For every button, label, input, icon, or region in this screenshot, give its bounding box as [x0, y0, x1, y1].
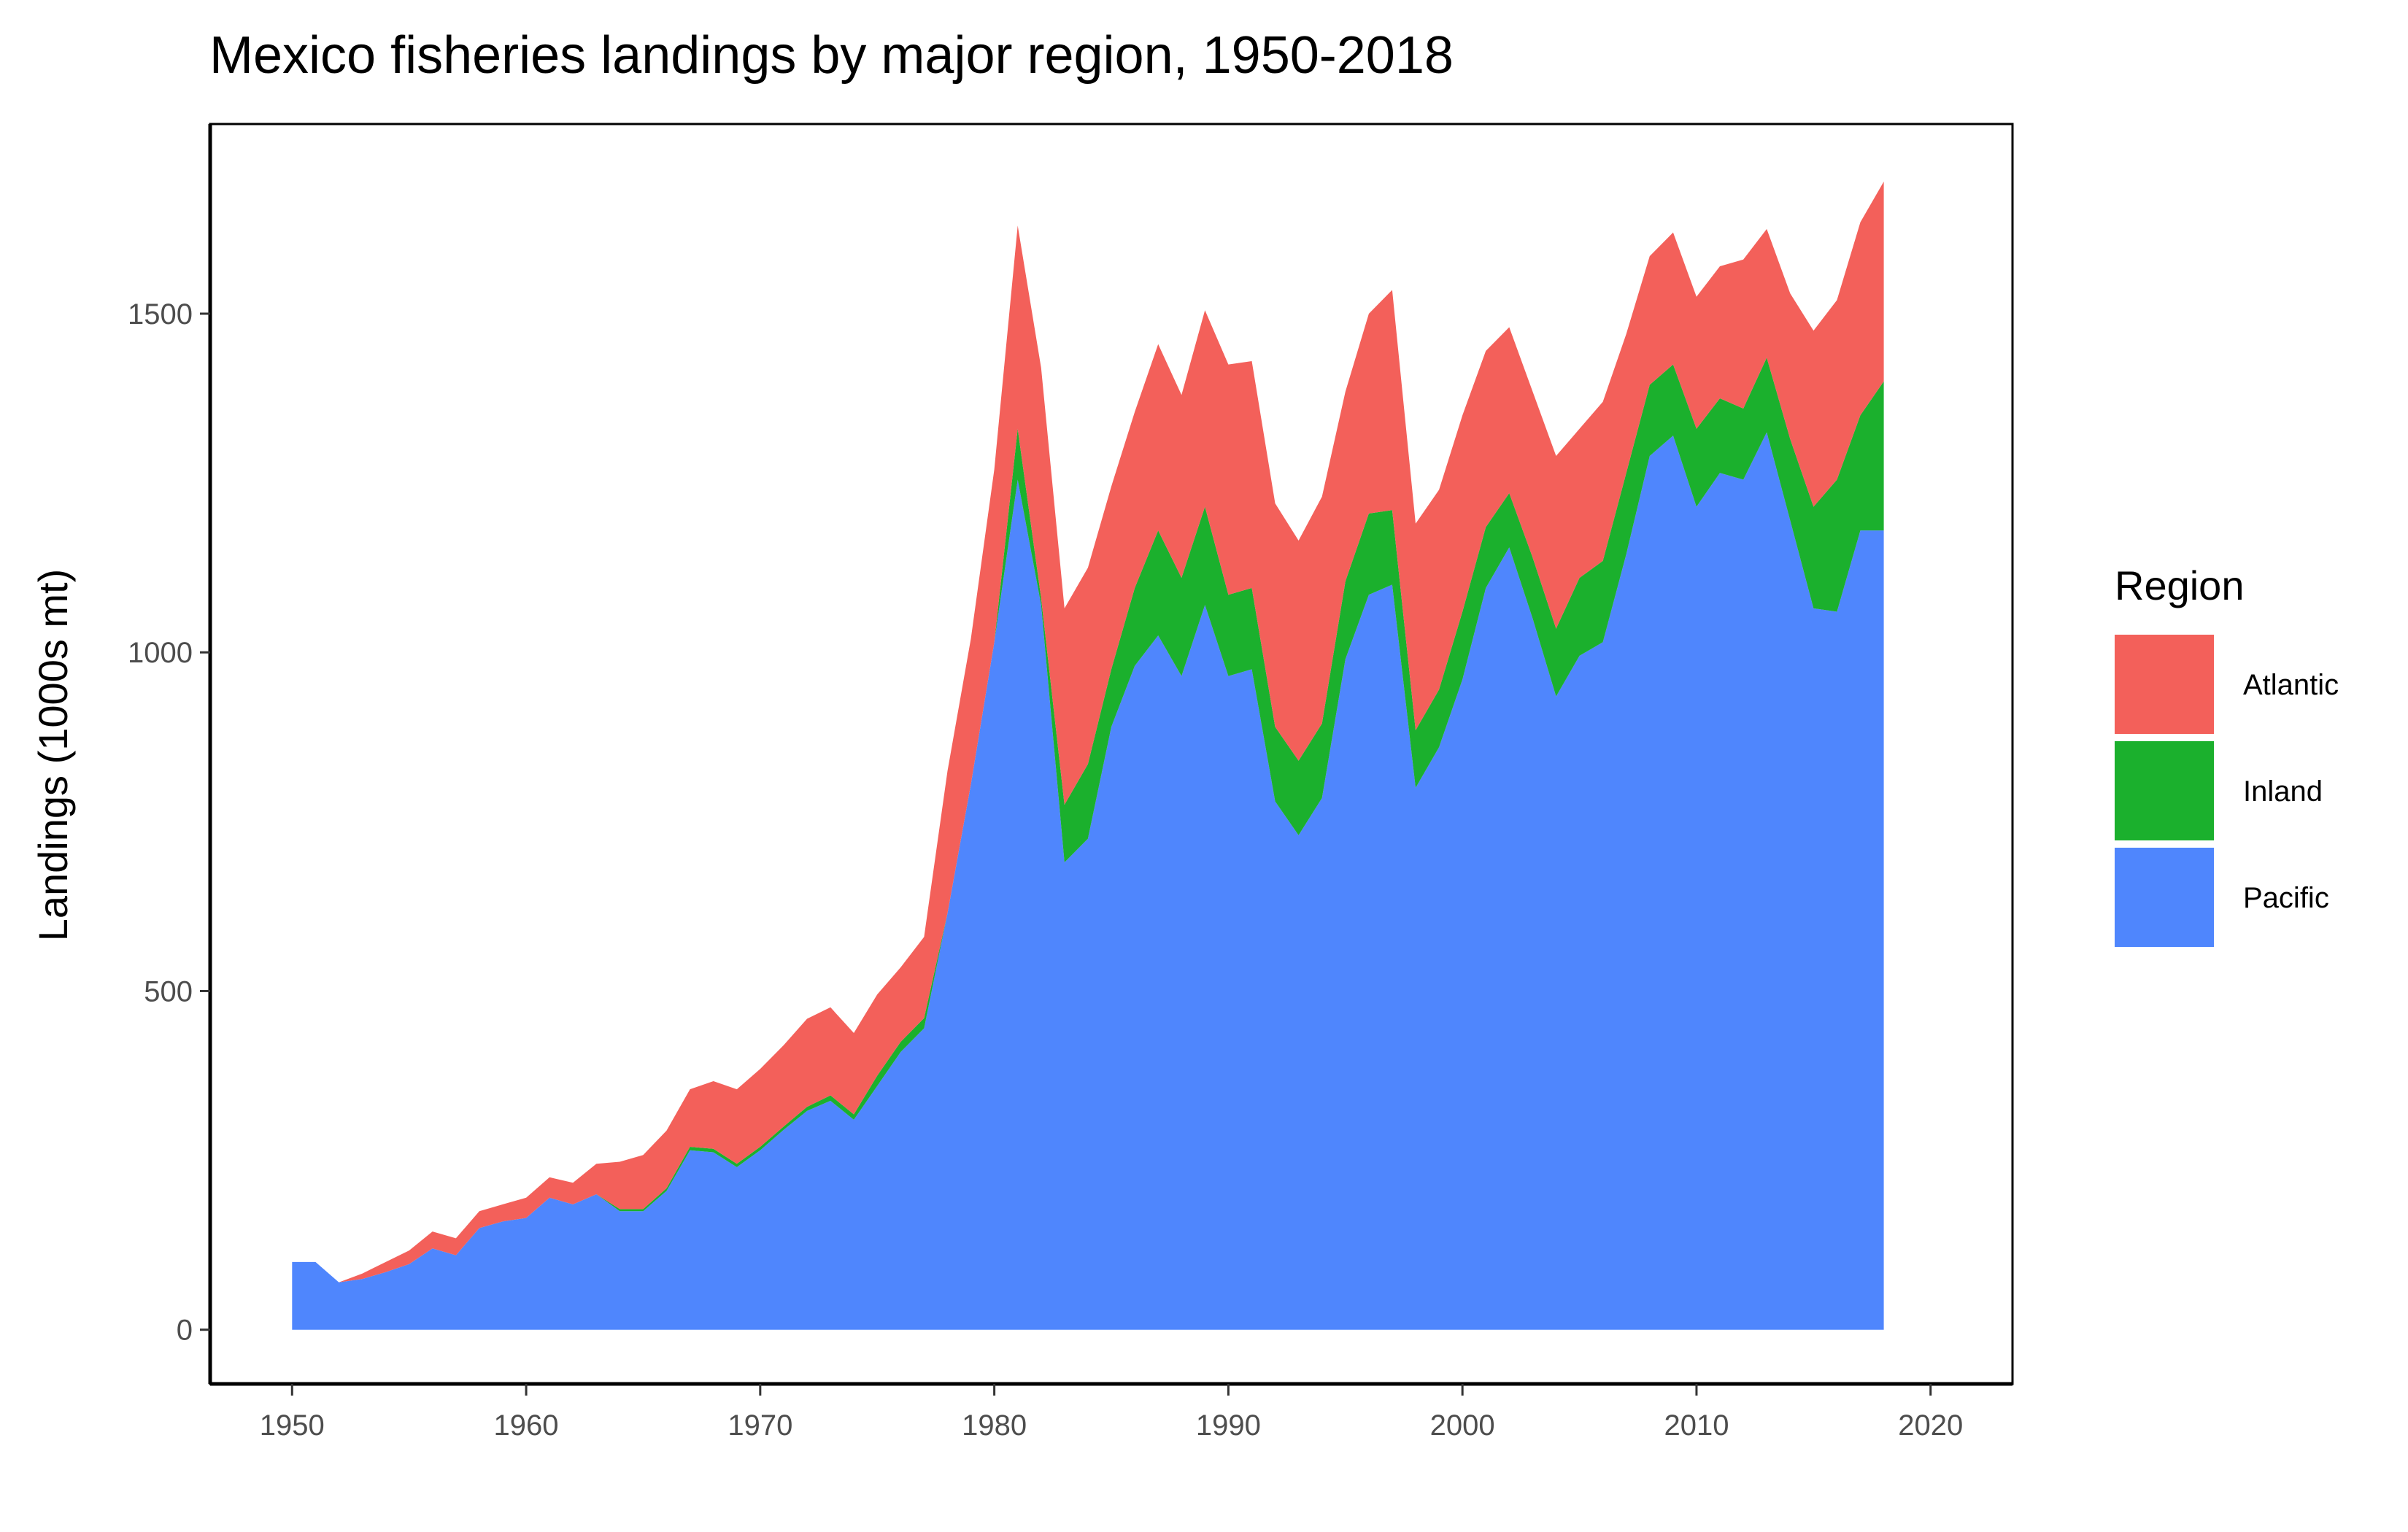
stacked-areas — [292, 181, 1884, 1330]
chart-title: Mexico fisheries landings by major regio… — [209, 26, 1454, 85]
x-tick-label: 1980 — [962, 1409, 1027, 1442]
x-ticks: 1950 1960 1970 1980 1990 2000 2010 2020 — [260, 1384, 1963, 1442]
legend-label-pacific: Pacific — [2243, 882, 2329, 914]
y-tick-label: 500 — [144, 975, 193, 1007]
x-tick-label: 1990 — [1196, 1409, 1261, 1442]
area-atlantic — [292, 181, 1884, 1283]
x-tick-label: 1950 — [260, 1409, 325, 1442]
area-inland — [292, 357, 1884, 1283]
legend: Region Atlantic Inland Pacific — [2115, 562, 2339, 947]
x-tick-label: 1970 — [728, 1409, 792, 1442]
legend-swatch-atlantic — [2115, 635, 2214, 734]
y-axis-label: Landings (1000s mt) — [30, 569, 76, 942]
y-ticks: 0 500 1000 1500 — [128, 298, 210, 1347]
legend-swatch-pacific — [2115, 848, 2214, 947]
legend-title: Region — [2115, 562, 2244, 608]
legend-label-inland: Inland — [2243, 775, 2323, 808]
area-pacific — [292, 432, 1884, 1330]
y-tick-label: 1000 — [128, 637, 193, 669]
x-tick-label: 2020 — [1898, 1409, 1963, 1442]
y-tick-label: 1500 — [128, 298, 193, 330]
x-tick-label: 2010 — [1664, 1409, 1729, 1442]
legend-swatch-inland — [2115, 741, 2214, 840]
y-tick-label: 0 — [177, 1315, 193, 1347]
x-tick-label: 2000 — [1430, 1409, 1495, 1442]
x-tick-label: 1960 — [494, 1409, 559, 1442]
legend-label-atlantic: Atlantic — [2243, 669, 2339, 701]
